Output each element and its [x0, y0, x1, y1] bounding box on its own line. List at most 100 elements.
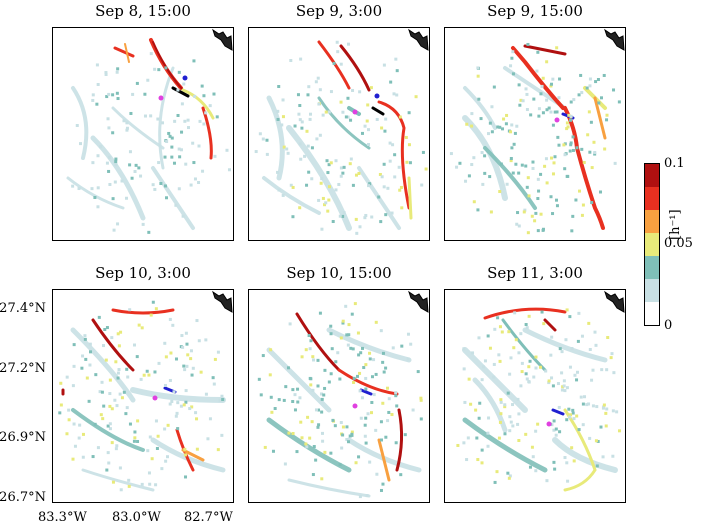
field-cell — [182, 403, 186, 407]
field-cell — [567, 407, 571, 411]
field-cell — [179, 148, 183, 152]
field-cell — [115, 404, 119, 408]
field-cell — [286, 151, 290, 155]
field-cell — [89, 350, 93, 354]
field-cell — [352, 380, 356, 384]
field-cell — [291, 400, 295, 404]
field-cell — [339, 421, 343, 425]
field-cell — [541, 111, 545, 115]
field-cell — [308, 117, 312, 121]
field-cell — [510, 56, 514, 60]
field-cell — [334, 360, 338, 364]
field-cell — [164, 459, 168, 463]
field-cell — [197, 181, 201, 185]
field-cell — [527, 194, 531, 198]
field-cell — [204, 111, 208, 115]
field-cell — [335, 40, 339, 44]
field-cell — [212, 382, 216, 386]
field-cell — [611, 454, 615, 458]
field-streak — [181, 88, 215, 120]
field-cell — [183, 447, 187, 451]
field-cell — [571, 135, 575, 139]
field-cell — [462, 347, 466, 351]
field-cell — [321, 439, 325, 443]
field-cell — [517, 412, 521, 416]
field-cell — [179, 404, 183, 408]
field-cell — [216, 350, 220, 354]
field-cell — [172, 390, 176, 394]
field-cell — [381, 351, 385, 355]
field-cell — [320, 477, 324, 481]
field-cell — [525, 185, 529, 189]
field-cell — [567, 113, 571, 117]
field-cell — [96, 154, 100, 158]
field-cell — [557, 96, 561, 100]
field-cell — [300, 436, 304, 440]
field-cell — [323, 368, 327, 372]
field-cell — [184, 475, 188, 479]
field-cell — [327, 198, 331, 202]
field-cell — [554, 433, 558, 437]
field-cell — [311, 355, 315, 359]
field-cell — [350, 312, 354, 316]
field-cell — [115, 70, 119, 74]
field-streak — [511, 46, 565, 110]
magenta-marker — [158, 95, 164, 101]
field-cell — [505, 182, 509, 186]
field-cell — [579, 395, 583, 399]
field-cell — [372, 393, 376, 397]
field-cell — [165, 140, 169, 144]
field-cell — [480, 461, 484, 465]
field-cell — [478, 401, 482, 405]
field-cell — [521, 99, 525, 103]
field-cell — [483, 154, 487, 158]
field-cell — [218, 398, 222, 402]
field-cell — [143, 92, 147, 96]
field-cell — [364, 363, 368, 367]
field-cell — [148, 482, 152, 486]
field-cell — [476, 208, 480, 212]
map-svg-6 — [456, 290, 625, 492]
field-cell — [341, 321, 345, 325]
field-cell — [258, 132, 262, 136]
field-cell — [151, 300, 155, 304]
field-cell — [580, 147, 584, 151]
field-cell — [201, 169, 205, 173]
field-cell — [99, 145, 103, 149]
field-cell — [186, 118, 190, 122]
field-cell — [59, 403, 63, 407]
field-streak — [66, 176, 125, 210]
field-cell — [83, 334, 87, 338]
field-cell — [87, 399, 91, 403]
colorbar-segment — [645, 302, 659, 325]
field-cell — [400, 206, 404, 210]
field-cell — [578, 189, 582, 193]
field-cell — [492, 375, 496, 379]
field-cell — [575, 146, 579, 150]
field-cell — [115, 444, 119, 448]
field-cell — [281, 193, 285, 197]
field-cell — [482, 365, 486, 369]
field-cell — [95, 63, 99, 67]
field-cell — [534, 366, 538, 370]
field-cell — [403, 433, 407, 437]
field-streak — [593, 96, 607, 140]
field-cell — [411, 408, 415, 412]
field-cell — [588, 348, 592, 352]
field-cell — [474, 408, 478, 412]
field-cell — [527, 365, 531, 369]
field-cell — [178, 155, 182, 159]
field-cell — [349, 346, 353, 350]
field-cell — [356, 331, 360, 335]
field-cell — [310, 146, 314, 150]
field-cell — [130, 176, 134, 180]
field-cell — [509, 64, 513, 68]
field-cell — [558, 430, 562, 434]
field-cell — [326, 171, 330, 175]
field-cell — [549, 84, 553, 88]
field-cell — [547, 379, 551, 383]
field-cell — [81, 354, 85, 358]
field-cell — [488, 346, 492, 350]
field-cell — [105, 95, 109, 99]
field-cell — [129, 111, 133, 115]
